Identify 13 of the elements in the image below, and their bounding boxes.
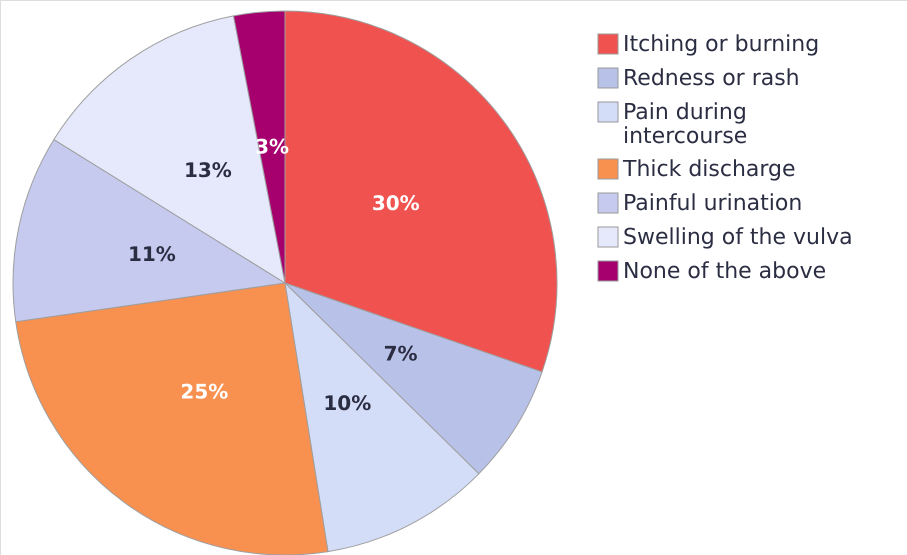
legend-label: Pain during intercourse	[623, 100, 748, 149]
legend-label: Painful urination	[623, 191, 802, 216]
data-label: 13%	[184, 158, 232, 182]
data-label: 10%	[323, 390, 372, 415]
legend-label: Redness or rash	[623, 66, 800, 91]
data-label: 11%	[128, 242, 176, 266]
legend-label: Swelling of the vulva	[623, 225, 853, 250]
legend-label: Thick discharge	[622, 157, 796, 182]
data-label: 25%	[180, 380, 228, 404]
legend-label: None of the above	[623, 259, 826, 284]
data-label: 7%	[384, 342, 418, 366]
data-label: 30%	[372, 191, 420, 216]
legend-label: Itching or burning	[623, 32, 820, 57]
